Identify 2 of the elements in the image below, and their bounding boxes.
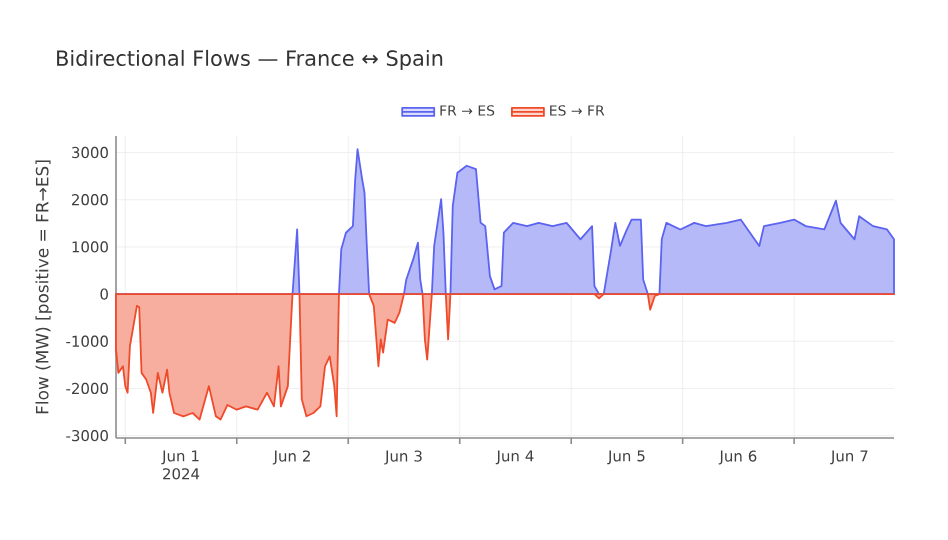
chart-title: Bidirectional Flows — France ↔ Spain	[57, 49, 443, 71]
y-axis-title: Flow (MW) [positive = FR→ES]	[35, 160, 52, 414]
